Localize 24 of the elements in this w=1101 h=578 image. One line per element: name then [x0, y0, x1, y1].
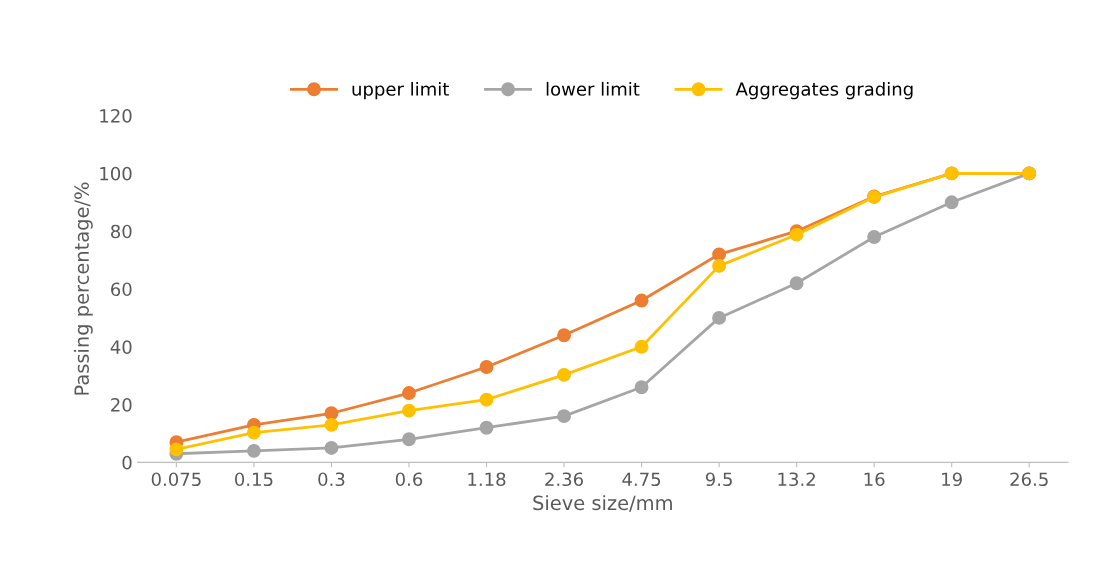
- legend-label: lower limit: [546, 81, 640, 96]
- x-tick-label: 16: [864, 472, 885, 487]
- x-tick-label: 13.2: [778, 472, 815, 487]
- y-tick-label: 100: [100, 166, 132, 181]
- legend-label: upper limit: [352, 81, 449, 100]
- x-tick-label: 0.6: [395, 472, 423, 487]
- y-tick-label: 120: [100, 109, 132, 123]
- x-tick-label: 19: [942, 472, 962, 487]
- y-tick-label: 80: [111, 224, 132, 239]
- x-axis-title: Sieve size/mm: [533, 495, 672, 512]
- y-tick-label: 0: [122, 455, 132, 470]
- x-tick-label: 0.15: [235, 472, 273, 487]
- y-axis-title: Passing percentage/%: [73, 182, 93, 395]
- x-tick-label: 26.5: [1010, 472, 1048, 487]
- x-tick-label: 0.075: [151, 472, 201, 487]
- x-tick-label: 0.3: [318, 472, 345, 487]
- x-tick-label: 9.5: [705, 472, 732, 487]
- y-tick-label: 20: [111, 398, 132, 412]
- x-tick-label: 2.36: [545, 472, 583, 487]
- x-tick-label: 1.18: [468, 472, 506, 487]
- y-tick-label: 40: [110, 340, 132, 354]
- x-tick-label: 4.75: [622, 472, 661, 487]
- y-tick-label: 60: [111, 282, 132, 297]
- legend-label: Aggregates grading: [735, 81, 913, 100]
